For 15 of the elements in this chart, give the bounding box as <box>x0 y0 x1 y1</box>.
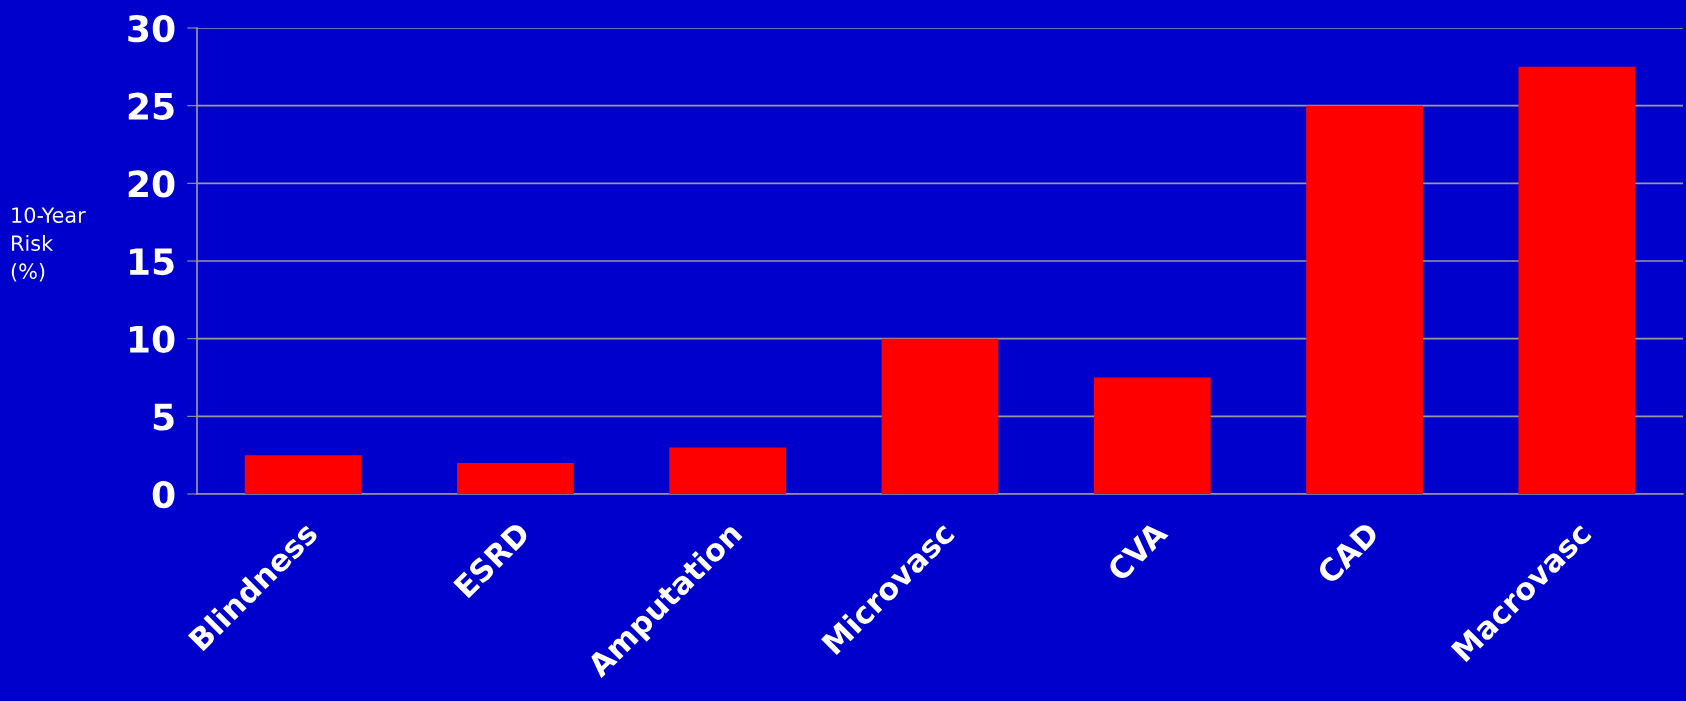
y-tick-label: 25 <box>128 92 174 120</box>
y-tick-label: 10 <box>129 325 175 353</box>
bar <box>1093 377 1211 494</box>
bar <box>1306 105 1423 494</box>
bar <box>457 462 574 494</box>
y-axis-title: 10-Year Risk (%) <box>11 207 86 282</box>
bar <box>1518 66 1636 494</box>
y-tick-label: 0 <box>152 480 175 509</box>
y-tick-label: 20 <box>128 170 175 198</box>
y-tick-label: 15 <box>129 248 174 276</box>
y-tick-label: 30 <box>128 14 175 43</box>
y-tick-label: 5 <box>153 403 174 431</box>
bar <box>881 338 999 494</box>
bar <box>669 447 787 494</box>
bar <box>244 455 362 494</box>
